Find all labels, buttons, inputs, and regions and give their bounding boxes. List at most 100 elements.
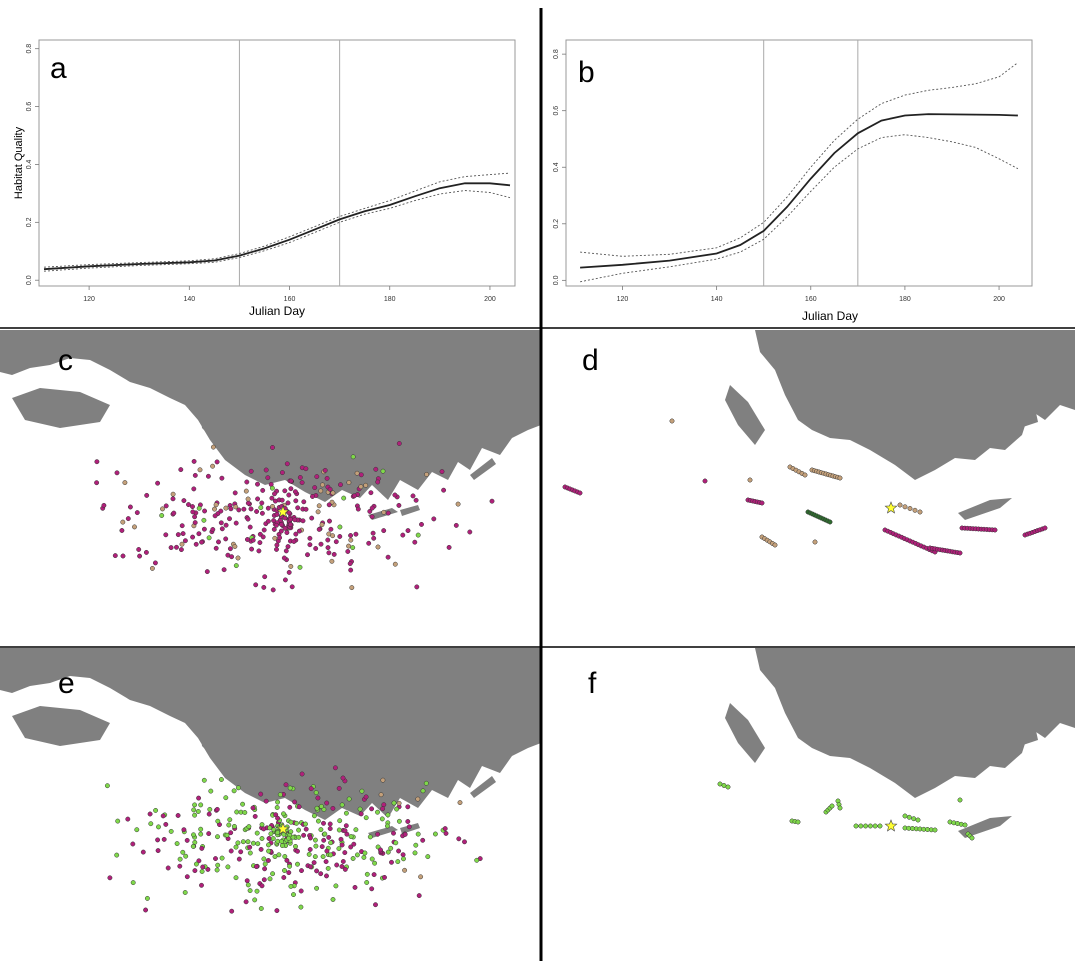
location-point xyxy=(247,524,253,530)
x-tick-label: 160 xyxy=(284,296,296,303)
location-point xyxy=(196,531,202,537)
location-point xyxy=(248,506,254,512)
location-point xyxy=(412,850,418,856)
location-point xyxy=(233,875,239,881)
location-point xyxy=(279,497,285,503)
panel-c: c xyxy=(0,330,541,593)
location-point xyxy=(827,519,833,525)
location-point xyxy=(228,506,234,512)
location-point xyxy=(306,851,312,857)
location-point xyxy=(375,544,381,550)
location-point xyxy=(361,854,367,860)
location-point xyxy=(174,841,180,847)
location-point xyxy=(362,850,368,856)
location-point xyxy=(278,522,284,527)
location-point xyxy=(296,528,302,534)
location-point xyxy=(184,874,190,880)
location-point xyxy=(364,880,370,885)
location-point xyxy=(240,839,246,845)
location-point xyxy=(249,546,255,552)
location-point xyxy=(192,472,198,478)
location-point xyxy=(266,842,271,848)
location-point xyxy=(234,809,240,815)
location-point xyxy=(258,846,264,852)
location-point xyxy=(295,505,301,511)
location-point xyxy=(380,777,386,783)
location-point xyxy=(375,809,380,815)
location-point xyxy=(232,490,238,496)
location-point xyxy=(366,540,372,546)
location-point xyxy=(281,555,287,561)
location-point xyxy=(423,780,429,786)
location-point xyxy=(902,504,908,510)
location-point xyxy=(322,831,328,837)
location-point xyxy=(215,862,221,868)
location-point xyxy=(371,872,377,878)
panel-b-letter: b xyxy=(578,56,595,89)
location-point xyxy=(296,827,302,833)
location-point xyxy=(252,813,258,819)
location-point xyxy=(253,582,259,588)
location-point xyxy=(308,786,314,792)
location-point xyxy=(725,784,731,790)
location-point xyxy=(350,545,356,551)
location-point xyxy=(254,888,260,894)
location-point xyxy=(380,468,386,474)
location-point xyxy=(201,777,207,783)
location-point xyxy=(104,783,110,789)
location-point xyxy=(165,865,171,871)
location-point xyxy=(392,492,398,498)
location-point xyxy=(219,526,225,532)
location-point xyxy=(308,864,314,870)
location-point xyxy=(224,832,230,838)
location-point xyxy=(255,496,261,502)
location-point xyxy=(279,843,285,849)
location-point xyxy=(229,908,235,914)
location-point xyxy=(352,884,358,890)
panel-f: f xyxy=(588,648,1075,841)
location-point xyxy=(303,826,309,832)
location-point xyxy=(369,505,375,511)
location-point xyxy=(292,489,298,495)
location-point xyxy=(193,541,199,547)
location-point xyxy=(259,883,265,889)
location-point xyxy=(288,563,294,569)
location-point xyxy=(259,836,265,841)
location-point xyxy=(277,792,283,798)
location-point xyxy=(380,806,386,812)
location-point xyxy=(285,500,291,506)
location-point xyxy=(457,800,463,806)
location-point xyxy=(396,848,402,854)
y-tick-label: 0.8 xyxy=(553,49,560,59)
location-point xyxy=(336,846,342,852)
location-point xyxy=(867,823,873,829)
location-point xyxy=(326,502,332,508)
location-point xyxy=(410,493,416,499)
location-point xyxy=(223,536,229,542)
location-point xyxy=(192,812,198,818)
location-point xyxy=(392,561,398,567)
location-point xyxy=(577,490,583,496)
location-point xyxy=(288,486,294,492)
location-point xyxy=(342,850,348,856)
location-point xyxy=(192,520,198,526)
location-point xyxy=(225,864,231,870)
location-point xyxy=(132,524,137,530)
release-site-star-icon xyxy=(276,505,290,518)
location-point xyxy=(327,821,333,827)
location-point xyxy=(155,837,161,843)
location-point xyxy=(322,467,328,473)
location-point xyxy=(375,831,381,837)
location-point xyxy=(759,500,765,506)
island xyxy=(200,718,220,756)
land-mass xyxy=(0,648,541,820)
location-point xyxy=(292,799,298,805)
location-point xyxy=(180,849,186,855)
location-point xyxy=(175,813,181,818)
location-point xyxy=(829,803,835,809)
location-point xyxy=(286,870,292,876)
confidence-lower-line xyxy=(43,190,511,272)
location-point xyxy=(348,533,354,538)
location-point xyxy=(259,500,265,506)
location-point xyxy=(213,502,219,508)
